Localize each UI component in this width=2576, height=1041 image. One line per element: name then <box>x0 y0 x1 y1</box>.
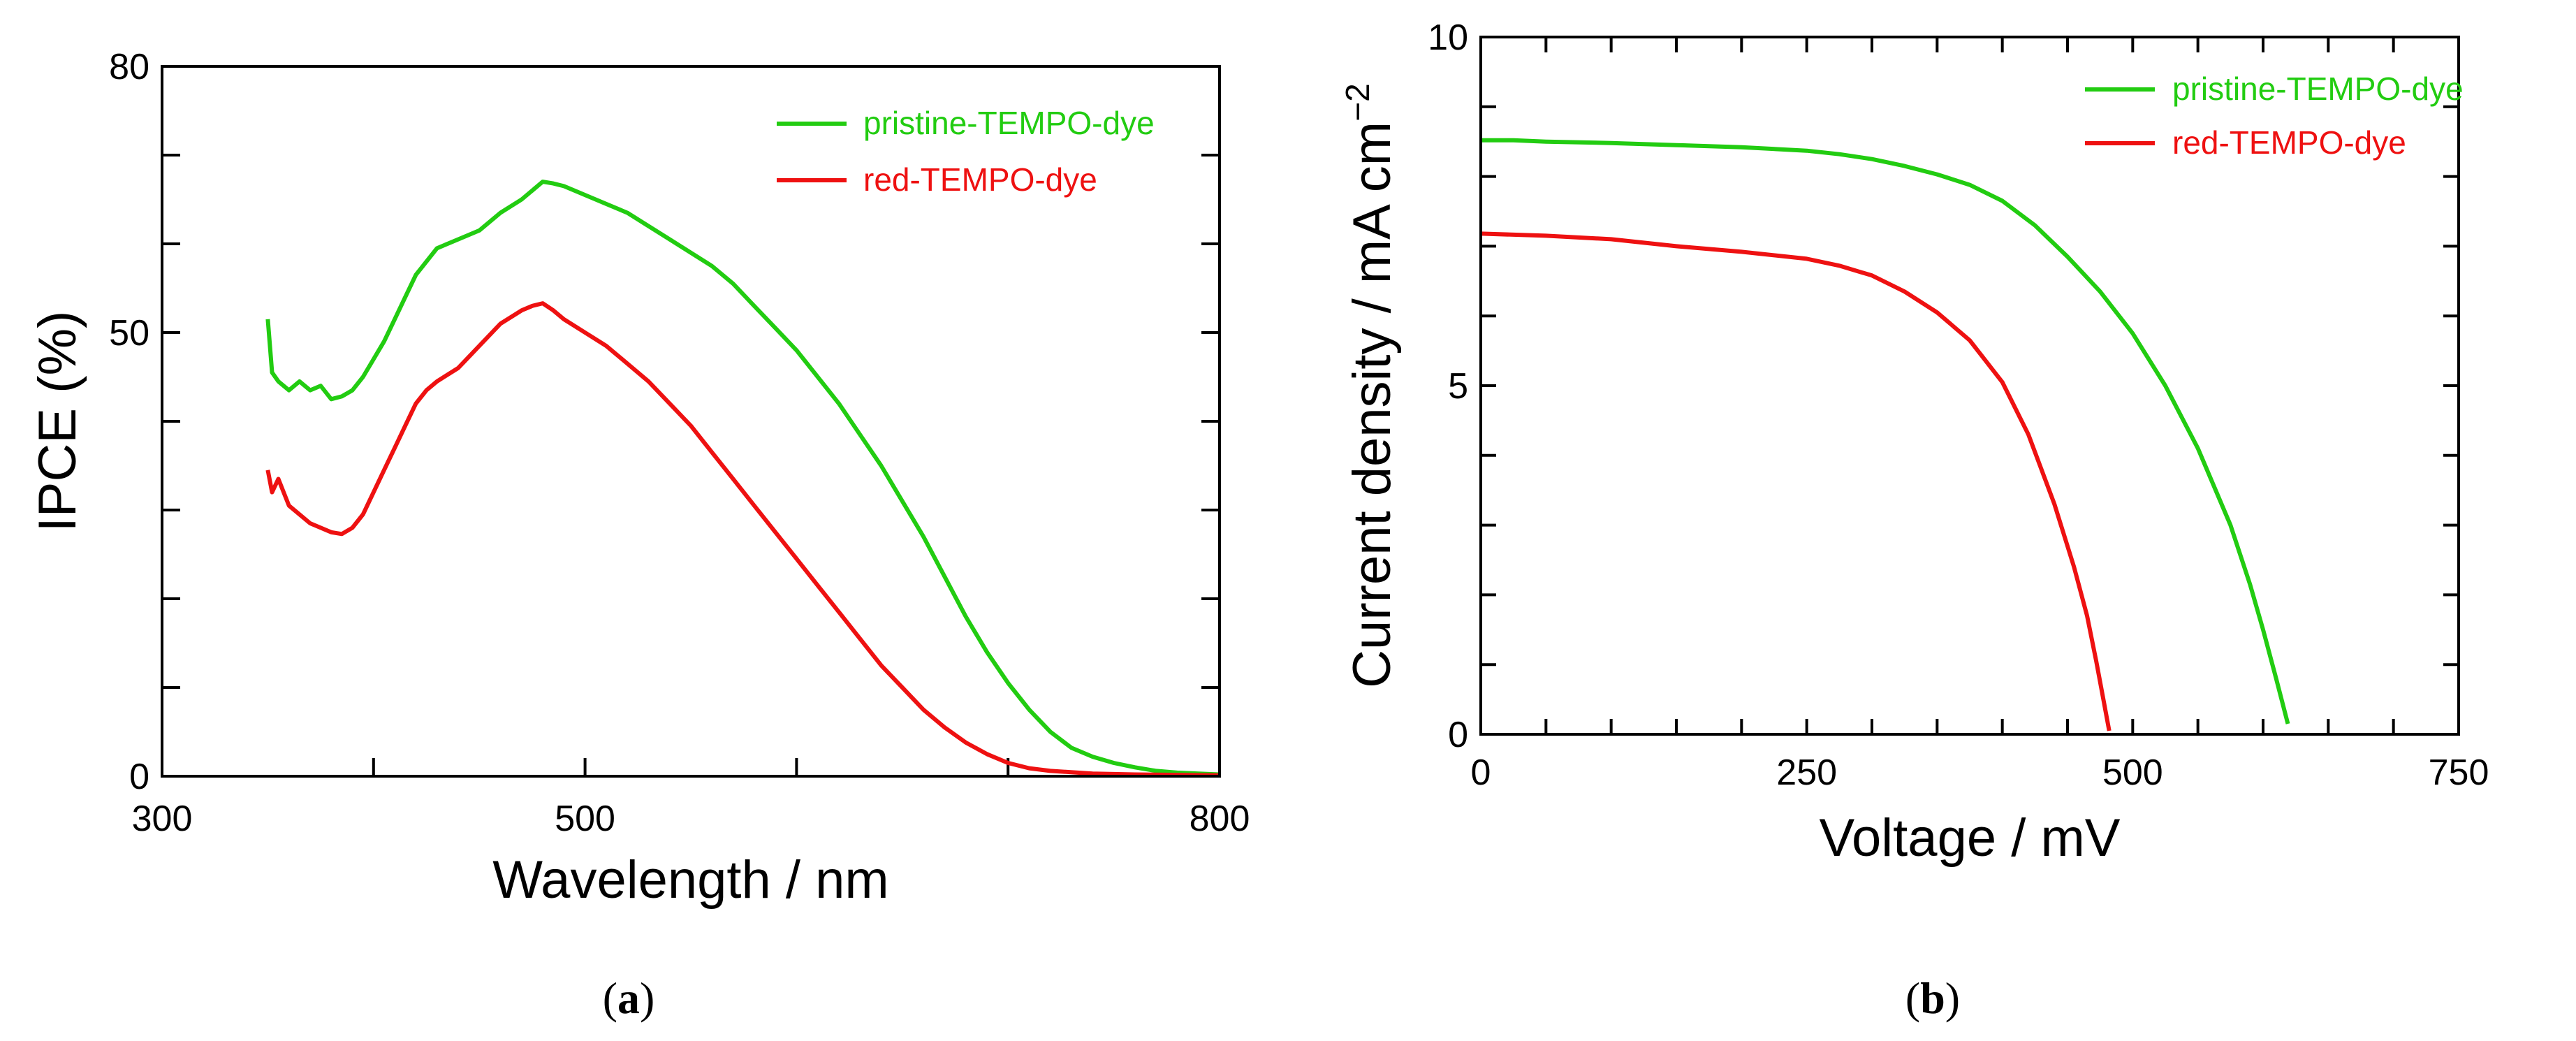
chart-b-y-axis-title-main: Current density / mA cm <box>1342 122 1402 688</box>
x-tick-label: 750 <box>2429 752 2489 793</box>
chart-b-legend: pristine-TEMPO-dye red-TEMPO-dye <box>2085 71 2464 161</box>
chart-b-legend-label-pristine: pristine-TEMPO-dye <box>2172 71 2464 107</box>
chart-b-panel-label: (b) <box>1905 973 1960 1023</box>
chart-a-plot-frame <box>161 65 1221 778</box>
chart-a-panel-letter: a <box>617 973 640 1023</box>
series-line-pristine <box>1481 138 2290 725</box>
chart-b-y-axis-title-superscript: −2 <box>1340 83 1377 122</box>
y-tick-label: 10 <box>1428 17 1468 58</box>
x-tick-label: 0 <box>1471 752 1491 793</box>
chart-b-tick-labels: 0 250 500 750 0 5 10 <box>1428 17 2489 793</box>
chart-a-series <box>265 180 1220 778</box>
chart-a-x-axis-title: Wavelength / nm <box>492 850 888 910</box>
y-tick-label: 5 <box>1448 366 1468 407</box>
series-line-pristine <box>265 180 1220 777</box>
x-tick-label: 500 <box>2102 752 2163 793</box>
x-tick-label: 250 <box>1776 752 1837 793</box>
chart-b-series <box>1480 138 2290 731</box>
x-tick-label: 800 <box>1190 799 1250 839</box>
series-line-red <box>265 301 1220 778</box>
chart-b-legend-label-red: red-TEMPO-dye <box>2172 124 2406 161</box>
y-tick-label: 0 <box>1448 715 1468 755</box>
chart-b: 0 250 500 750 0 5 10 Voltage / mV Current dens… <box>1340 17 2489 1023</box>
chart-a-legend-label-pristine: pristine-TEMPO-dye <box>863 105 1155 141</box>
chart-b-x-axis-title: Voltage / mV <box>1820 808 2121 868</box>
y-tick-label: 50 <box>109 313 149 354</box>
chart-b-panel-letter: b <box>1920 973 1945 1023</box>
x-tick-label: 500 <box>555 799 615 839</box>
chart-a-panel-label: (a) <box>603 973 655 1023</box>
y-tick-label: 80 <box>109 47 149 87</box>
chart-b-y-axis-title: Current density / mA cm−2 <box>1340 83 1402 688</box>
series-line-red <box>1480 231 2112 731</box>
chart-a-tick-labels: 300 500 800 0 50 80 <box>109 47 1250 839</box>
chart-a-y-axis-title: IPCE (%) <box>28 311 87 532</box>
x-tick-label: 300 <box>132 799 193 839</box>
chart-b-plot-frame <box>1479 36 2460 736</box>
chart-a-legend: pristine-TEMPO-dye red-TEMPO-dye <box>777 105 1155 198</box>
y-tick-label: 0 <box>129 757 149 797</box>
chart-a-legend-label-red: red-TEMPO-dye <box>863 161 1097 198</box>
